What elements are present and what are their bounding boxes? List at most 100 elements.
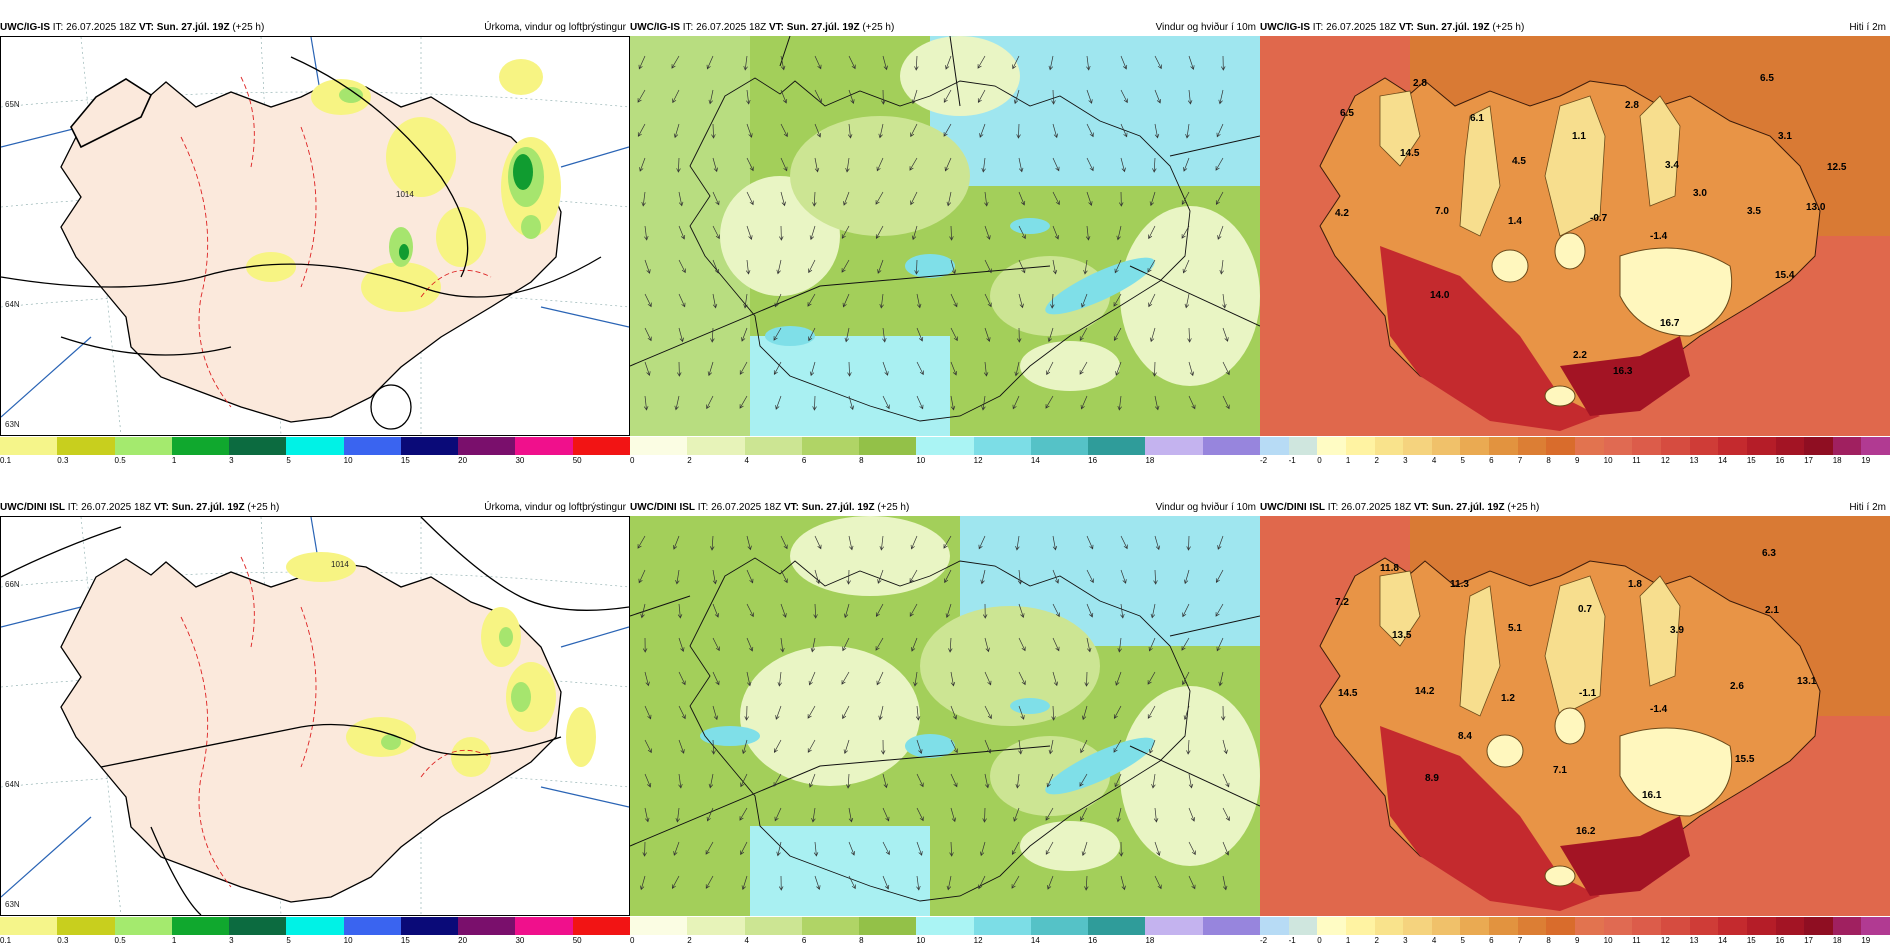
temp-value-label: 3.1	[1778, 131, 1792, 142]
wind-arrow	[1051, 89, 1056, 105]
wind-arrow	[911, 225, 918, 241]
wind-arrow	[916, 293, 922, 309]
wind-arrow	[675, 807, 680, 823]
colorbar-swatch	[801, 917, 860, 935]
wind-arrow	[1222, 807, 1230, 822]
wind-arrow	[644, 327, 652, 342]
wind-arrow	[1018, 191, 1026, 206]
colorbar-tick: 16	[1775, 456, 1785, 465]
wind-arrow	[848, 875, 856, 890]
iceland-coast	[689, 77, 1191, 422]
temp-value-label: 3.4	[1665, 160, 1679, 171]
temp-labels: 2.8 6.5 6.5 6.1 2.8 1.1 3.1 14.5 4.5 3.4 12.5 3.0 4.…	[1335, 73, 1847, 377]
model-name: UWC/DINI ISL	[630, 502, 695, 513]
iceland-land	[60, 558, 562, 903]
temp-map[interactable]: 2.8 6.5 6.5 6.1 2.8 1.1 3.1 14.5 4.5 3.4 12.5 3.0 4.…	[1260, 36, 1890, 436]
colorbar-swatch	[1575, 437, 1604, 455]
precip-map-svg: 65N 64N 63N 1014	[1, 37, 629, 435]
colorbar-swatch	[1861, 917, 1891, 935]
temp-value-label: 1.4	[1508, 216, 1522, 227]
wind-arrow	[1182, 671, 1190, 686]
wind-arrow	[677, 603, 683, 619]
colorbar-tick: 3	[229, 936, 234, 945]
wind-arrow	[843, 191, 850, 206]
wind-arrow	[1017, 569, 1023, 585]
wind-arrow	[706, 55, 714, 70]
wind-arrow	[848, 841, 855, 856]
colorbar-tick: 0.3	[57, 936, 69, 945]
wind-arrows	[637, 535, 1230, 891]
wind-arrow	[773, 327, 782, 341]
colorbar-swatch	[1689, 917, 1719, 935]
colorbar-swatch	[1832, 437, 1862, 455]
lat-label-63: 63N	[5, 900, 20, 909]
wind-arrow	[780, 535, 788, 550]
wind-arrow	[946, 875, 952, 891]
wind-arrow	[882, 395, 890, 410]
wind-arrow	[876, 671, 884, 686]
panel-header: UWC/DINI ISL IT: 26.07.2025 18Z VT: Sun.…	[0, 500, 630, 516]
colorbar-tick: 8	[859, 936, 864, 945]
wind-arrow	[807, 739, 816, 753]
temp-colorbar	[1260, 437, 1891, 455]
wind-arrow	[712, 671, 720, 686]
colorbar-tick: -1	[1288, 936, 1296, 945]
wind-arrow	[1154, 841, 1161, 856]
it-value: 26.07.2025 18Z	[696, 22, 767, 33]
wind-arrow	[916, 361, 924, 376]
wind-map[interactable]	[630, 36, 1260, 436]
wind-map[interactable]	[630, 516, 1260, 916]
wind-arrow	[706, 807, 714, 822]
wind-arrow	[1114, 773, 1122, 788]
wind-arrow	[1081, 705, 1088, 721]
wind-arrow	[911, 637, 918, 652]
wind-arrow	[984, 225, 991, 240]
wind-arrow	[708, 89, 714, 105]
colorbar-tick: 18	[1145, 456, 1155, 465]
temp-labels: 11.8 6.3 11.3 1.8 7.2 0.7 2.1 13.5 5.1 3.9 14.5 14.…	[1335, 548, 1817, 837]
precip-map[interactable]: 65N 64N 63N 1014	[0, 36, 630, 436]
colorbar-tick: 12	[973, 936, 983, 945]
wind-arrow	[1014, 361, 1020, 377]
precip-map[interactable]: 66N 64N 63N 1014	[0, 516, 630, 916]
wind-arrow	[980, 569, 986, 585]
wind-arrow	[882, 875, 890, 890]
wind-arrow	[712, 191, 720, 206]
wind-arrow	[739, 361, 748, 375]
colorbar-swatch	[1460, 437, 1490, 455]
wind-arrow	[780, 603, 787, 618]
wind-arrow	[740, 841, 748, 856]
vt-label: VT:	[783, 502, 799, 513]
wind-light	[920, 606, 1110, 816]
wind-map-svg	[630, 516, 1260, 916]
temp-map[interactable]: 11.8 6.3 11.3 1.8 7.2 0.7 2.1 13.5 5.1 3.9 14.5 14.…	[1260, 516, 1890, 916]
wind-arrow	[1222, 293, 1227, 309]
wind-arrow	[1188, 773, 1194, 789]
colorbar-tick: 18	[1832, 936, 1842, 945]
colorbar-swatch	[114, 917, 172, 935]
wind-arrow	[1186, 739, 1191, 755]
colorbar-tick: 18	[1832, 456, 1842, 465]
precip-map-svg: 66N 64N 63N 1014	[1, 517, 629, 915]
wind-map-svg	[630, 36, 1260, 436]
panel-header: UWC/IG-IS IT: 26.07.2025 18Z VT: Sun. 27…	[630, 20, 1260, 36]
wind-arrow	[1018, 637, 1026, 652]
isobar-label: 1014	[331, 560, 349, 569]
temp-value-label: 13.1	[1797, 676, 1817, 687]
highlands	[1379, 90, 1681, 237]
wind-arrow	[644, 705, 652, 720]
vt-label: VT:	[153, 502, 169, 513]
wind-arrow	[1182, 259, 1190, 274]
wind-arrow	[1216, 637, 1224, 652]
wind-arrow	[1116, 225, 1122, 241]
colorbar-tick: 0	[1317, 456, 1322, 465]
wind-arrow	[1086, 191, 1093, 206]
wind-arrow	[881, 89, 886, 105]
colorbar-swatch	[630, 437, 688, 455]
wind-arrow	[950, 739, 958, 754]
colorbar-tick: 6	[801, 456, 807, 465]
wind-arrow	[1149, 739, 1156, 754]
precip-colorbar	[0, 917, 630, 935]
colorbar-tick: 7	[1517, 936, 1523, 945]
it-label: IT:	[52, 22, 64, 33]
